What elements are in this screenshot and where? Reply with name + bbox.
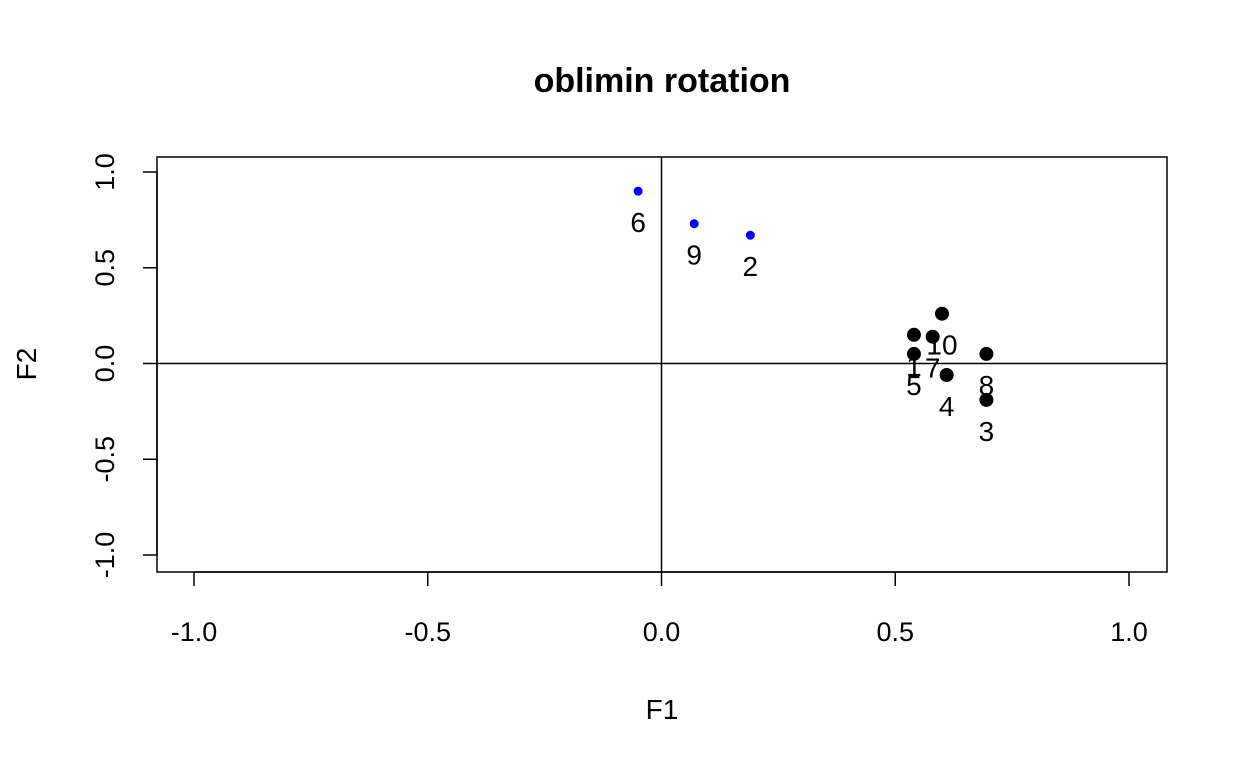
point-label-3: 3 <box>979 416 995 447</box>
y-axis-label: F2 <box>11 348 42 381</box>
x-tick-label: -1.0 <box>171 617 218 647</box>
x-tick-label: -0.5 <box>404 617 451 647</box>
y-tick-label: 0.5 <box>90 249 120 287</box>
chart-title: oblimin rotation <box>534 62 791 100</box>
reference-lines <box>157 157 1167 572</box>
y-axis: -1.0 -0.5 0.0 0.5 1.0 <box>90 153 158 579</box>
x-tick-label: 1.0 <box>1110 617 1148 647</box>
data-point-9 <box>689 219 699 229</box>
x-tick-label: 0.0 <box>643 617 681 647</box>
data-point-7 <box>925 329 940 344</box>
point-label-8: 8 <box>979 370 995 401</box>
y-tick-label: 0.0 <box>90 345 120 383</box>
x-axis-label: F1 <box>646 694 679 725</box>
data-point-1 <box>906 327 921 342</box>
y-tick-label: -1.0 <box>90 532 120 579</box>
x-tick-label: 0.5 <box>876 617 914 647</box>
y-tick-label: 1.0 <box>90 153 120 191</box>
data-point-5 <box>906 346 921 361</box>
data-point-10 <box>935 306 949 321</box>
data-point-2 <box>745 230 755 240</box>
point-label-4: 4 <box>939 391 955 422</box>
point-label-7: 7 <box>925 353 941 384</box>
point-label-6: 6 <box>630 207 646 238</box>
data-point-6 <box>633 186 643 196</box>
data-point-3 <box>979 392 994 407</box>
point-label-2: 2 <box>743 251 759 282</box>
data-point-8 <box>979 346 994 361</box>
x-axis: -1.0 -0.5 0.0 0.5 1.0 <box>171 571 1148 647</box>
point-label-9: 9 <box>686 240 702 271</box>
y-tick-label: -0.5 <box>90 436 120 483</box>
point-label-5: 5 <box>906 370 922 401</box>
data-point-4 <box>939 367 954 382</box>
